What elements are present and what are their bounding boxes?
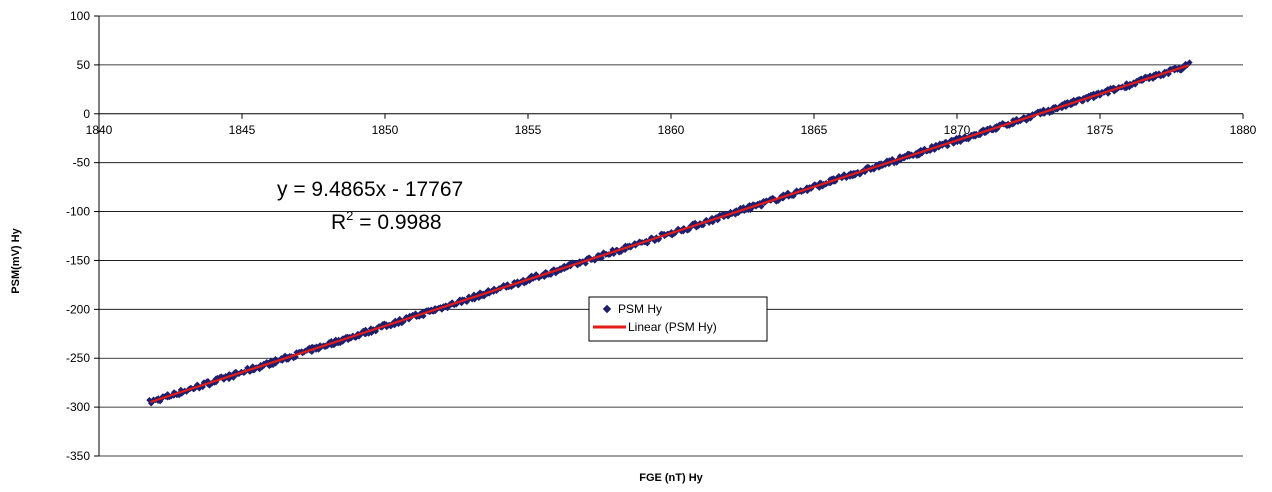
legend-box — [588, 296, 768, 342]
trendline — [150, 64, 1189, 404]
y-axis: 100 50 0 -50 -100 -150 -200 -250 -300 -350 — [66, 9, 100, 463]
y-axis-title: PSM(mV) Hy — [10, 227, 22, 293]
legend: PSM Hy Linear (PSM Hy) — [588, 296, 768, 342]
y-tick-label: -250 — [66, 351, 90, 365]
x-tick-label: 1840 — [86, 123, 113, 137]
y-tick-label: -200 — [66, 302, 90, 316]
y-tick-label: -100 — [66, 205, 90, 219]
x-axis-title: FGE (nT) Hy — [639, 472, 703, 484]
x-tick-label: 1860 — [658, 123, 685, 137]
y-tick-label: -350 — [66, 449, 90, 463]
x-tick-label: 1880 — [1230, 123, 1257, 137]
x-tick-label: 1870 — [944, 123, 971, 137]
r-squared-label: R2 = 0.9988 — [331, 208, 442, 234]
x-tick-label: 1845 — [229, 123, 256, 137]
trendline-equation: y = 9.4865x - 17767 — [277, 178, 463, 201]
x-tick-label: 1865 — [801, 123, 828, 137]
legend-label-linear: Linear (PSM Hy) — [628, 320, 717, 334]
x-axis: 1840 1845 1850 1855 1860 1865 1870 1875 1880 — [86, 113, 1257, 137]
r2-value: = 0.9988 — [353, 211, 441, 234]
x-tick-label: 1855 — [515, 123, 542, 137]
legend-label-psm-hy: PSM Hy — [618, 302, 662, 316]
r2-prefix: R — [331, 211, 346, 234]
x-tick-label: 1850 — [372, 123, 399, 137]
y-tick-label: 0 — [83, 107, 90, 121]
y-tick-label: 50 — [77, 58, 91, 72]
y-tick-label: -50 — [73, 156, 91, 170]
y-tick-label: 100 — [70, 9, 90, 23]
r2-superscript: 2 — [346, 208, 353, 223]
y-tick-label: -150 — [66, 253, 90, 267]
legend-marker-psm-hy — [602, 304, 612, 314]
trendline-layer — [150, 64, 1189, 404]
y-tick-label: -300 — [66, 400, 90, 414]
data-point — [1186, 59, 1193, 66]
x-tick-label: 1875 — [1087, 123, 1114, 137]
